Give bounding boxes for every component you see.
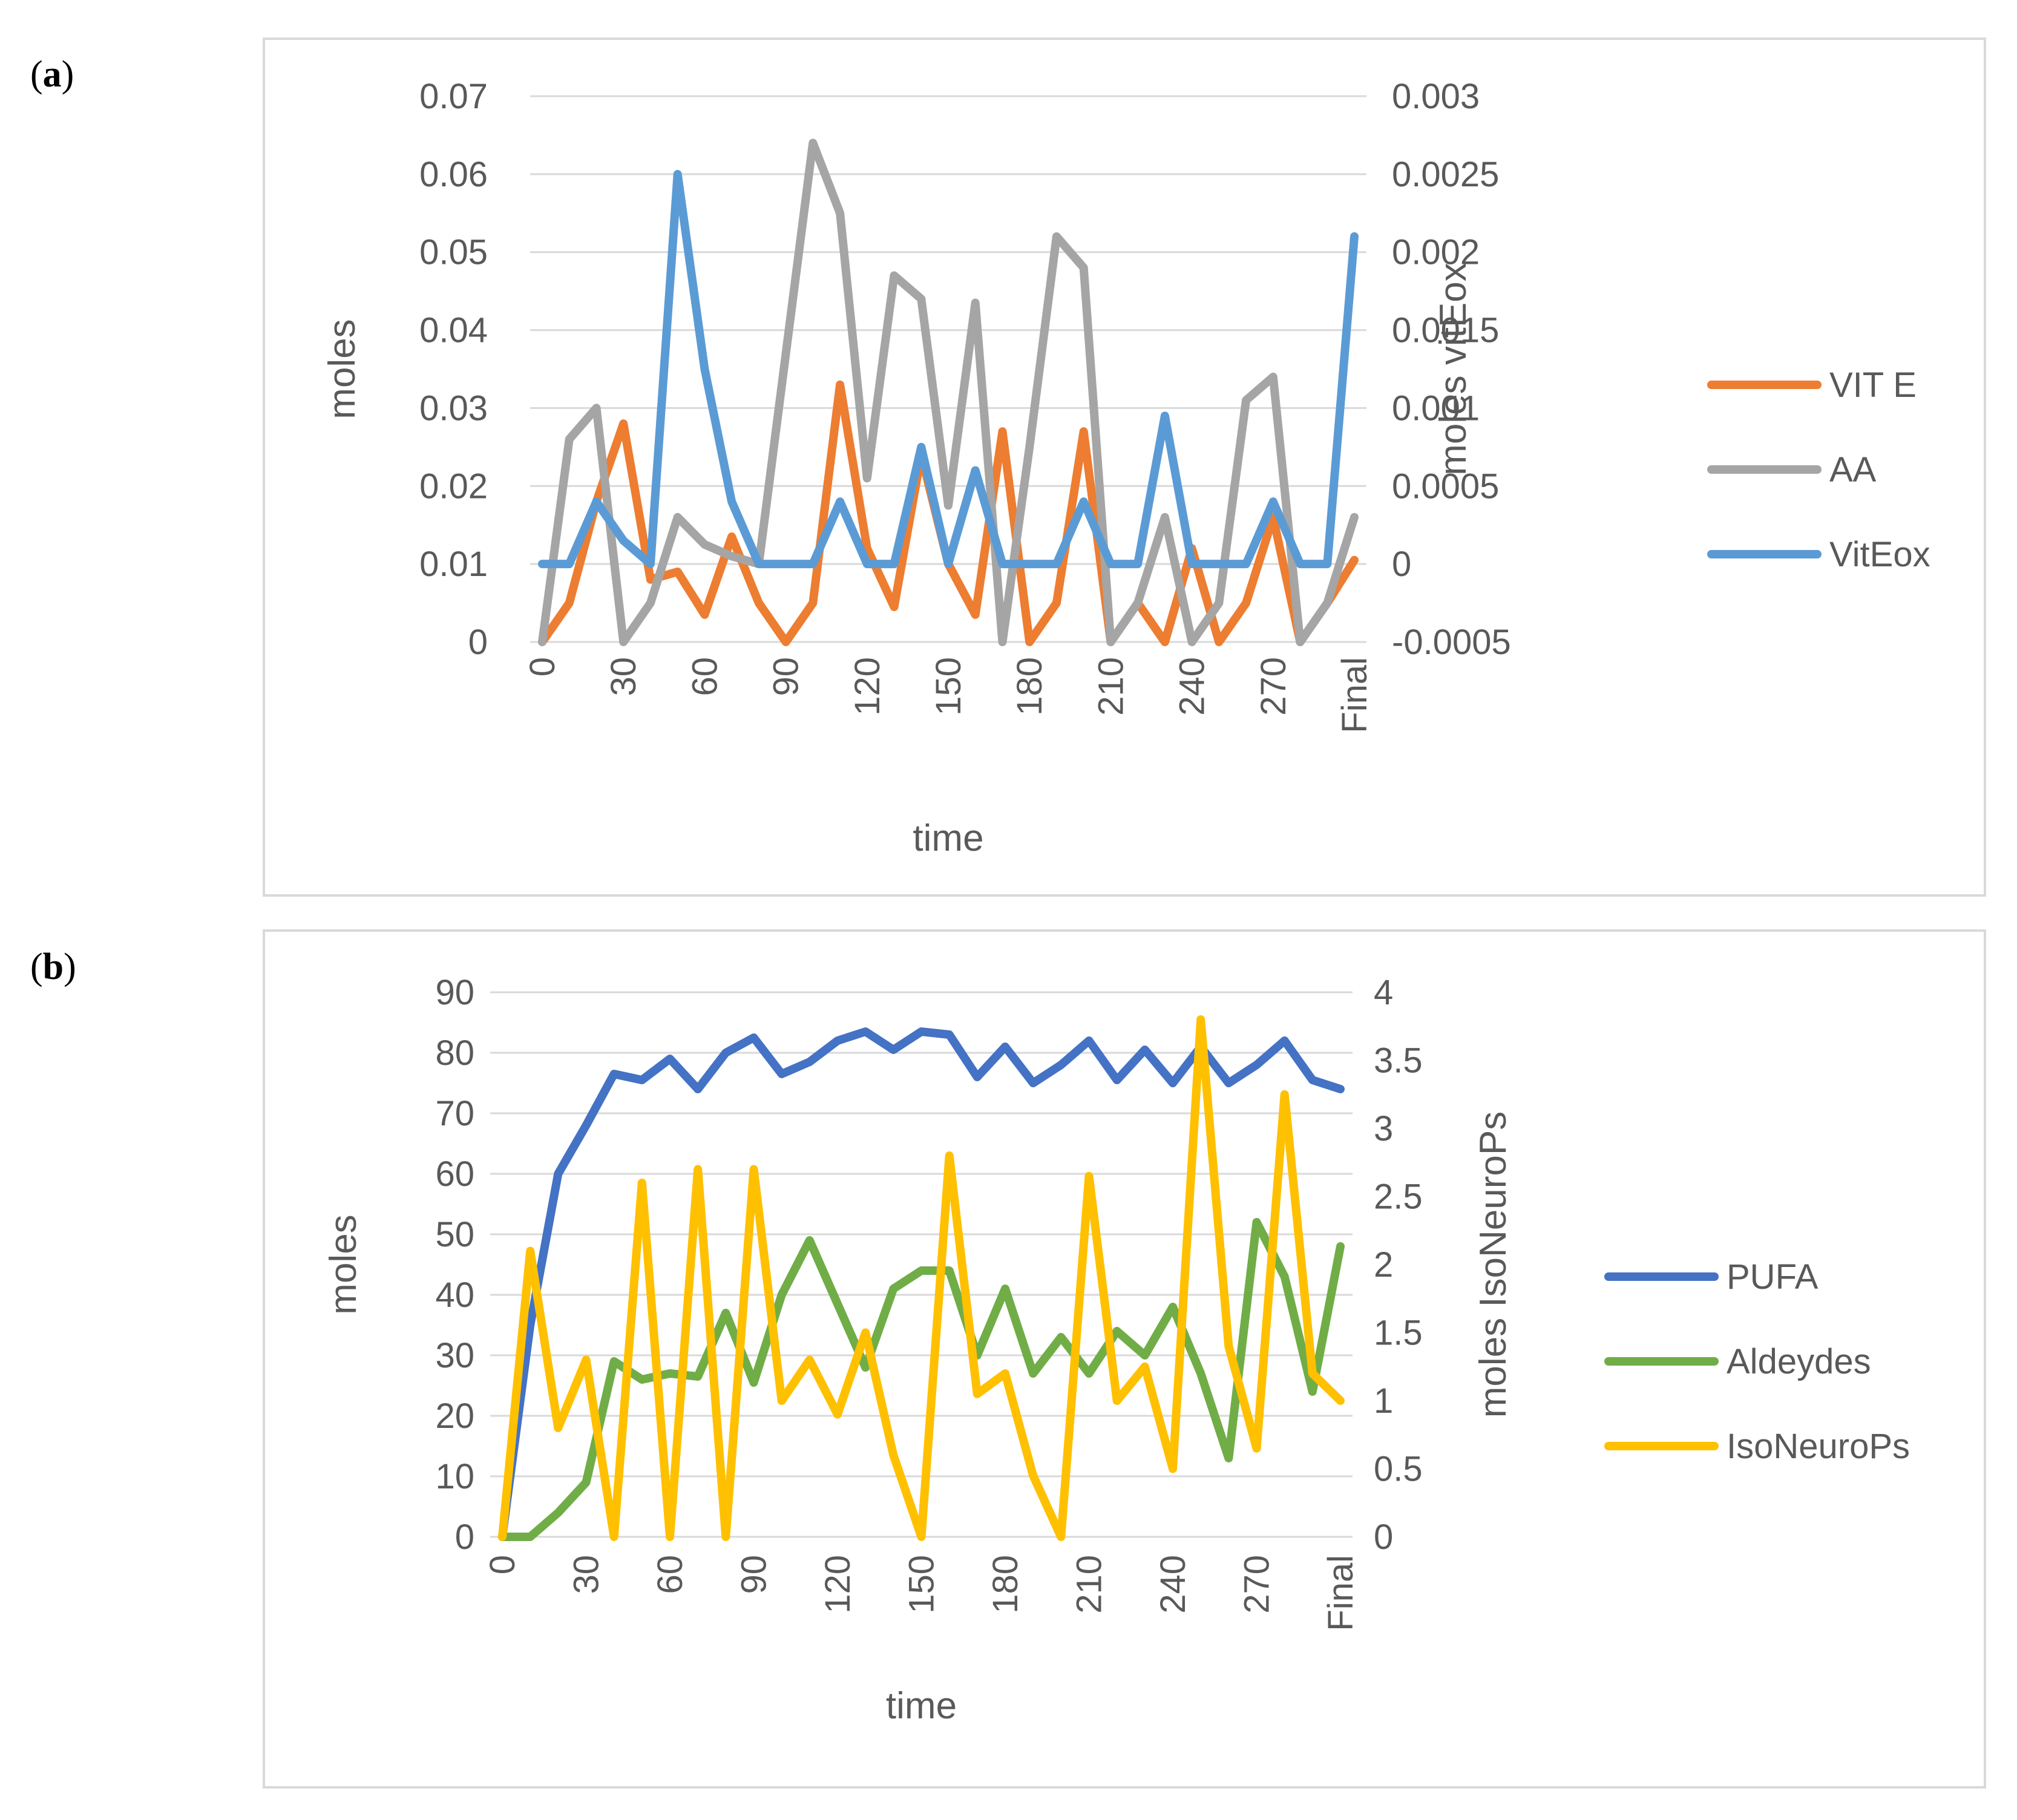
y-tick-label: 80 [435,1033,474,1073]
y2-tick-label: 1 [1374,1381,1393,1421]
legend-label: Aldeydes [1727,1342,1871,1381]
y2-tick-label: 3.5 [1374,1041,1423,1081]
x-axis-title: time [913,817,983,859]
y-axis-title: moles [323,1214,364,1314]
y-tick-label: 30 [435,1336,474,1375]
y-tick-label: 40 [435,1275,474,1315]
y-tick-label: 90 [435,973,474,1012]
y2-tick-label: 4 [1374,973,1393,1012]
x-tick-label: 120 [818,1555,858,1614]
x-tick-label: 30 [567,1555,606,1594]
x-tick-label: Final [1335,657,1374,733]
series-line-isoneurops [498,1015,1345,1541]
y2-tick-label: 0 [1392,545,1411,584]
y-axis-title: moles [321,319,363,419]
x-tick-label: 120 [848,657,887,716]
panel-label-b: (b) [30,946,76,987]
y-tick-label: 0.02 [419,466,488,506]
series-line-viteox [538,169,1359,569]
x-tick-label: 210 [1070,1555,1109,1614]
y-tick-label: 0 [455,1517,474,1557]
y-tick-label: 0.05 [419,233,488,272]
y2-tick-label: 0.003 [1392,77,1480,116]
x-tick-label: 270 [1238,1555,1277,1614]
y-tick-label: 50 [435,1215,474,1254]
y2-tick-label: 0.5 [1374,1450,1423,1489]
chart-b-frame: 0 10 20 30 40 50 60 70 80 90 0 0.5 1 1.5 2 2.5 3 3.5 4 0 30 6… [263,929,1986,1789]
series-line-aa [538,139,1359,646]
y2-axis-title: moles vitEox [1432,263,1474,475]
y-tick-label: 10 [435,1457,474,1496]
panel-label-a: (a) [30,54,74,95]
y-tick-label: 70 [435,1094,474,1133]
y-tick-label: 0.04 [419,311,488,350]
y-tick-label: 0.01 [419,545,488,584]
x-tick-label: 180 [986,1555,1025,1614]
y2-tick-label: 0.0015 [1392,311,1499,350]
legend-label: AA [1829,450,1877,489]
x-tick-label: 150 [929,657,968,716]
y2-tick-label: 3 [1374,1109,1393,1148]
y-tick-label: 0.03 [419,388,488,428]
y2-tick-label: 0.0025 [1392,155,1499,194]
x-tick-label: 240 [1173,657,1212,716]
y2-axis-title: moles IsoNeuroPs [1472,1111,1514,1418]
legend-label: VitEox [1829,535,1930,574]
x-tick-label: 240 [1153,1555,1193,1614]
y2-tick-label: 0.0005 [1392,466,1499,506]
series-line-pufa [498,1027,1345,1541]
y-tick-label: 0.06 [419,155,488,194]
series-line-aldeydes [498,1218,1345,1541]
y2-tick-label: 2 [1374,1245,1393,1285]
x-tick-label: 180 [1010,657,1049,716]
chart-a: 0 0.01 0.02 0.03 0.04 0.05 0.06 0.07 -0.0005 0 0.0… [321,77,1930,859]
y2-tick-label: -0.0005 [1392,623,1511,662]
x-tick-label: 90 [735,1555,774,1594]
x-tick-label: 90 [767,657,806,696]
y2-tick-label: 0.002 [1392,233,1480,272]
y2-tick-label: 2.5 [1374,1177,1423,1217]
legend-label: PUFA [1727,1257,1819,1297]
y2-tick-label: 1.5 [1374,1314,1423,1353]
y2-tick-label: 0 [1374,1517,1393,1557]
y-tick-label: 0.07 [419,77,488,116]
legend-label: IsoNeuroPs [1727,1427,1910,1466]
x-tick-label: 270 [1254,657,1293,716]
x-axis-title: time [886,1685,957,1727]
x-tick-label: 0 [523,657,562,676]
y-tick-label: 60 [435,1154,474,1194]
x-tick-label: 210 [1091,657,1130,716]
y2-tick-label: 0.001 [1392,388,1480,428]
x-tick-label: 60 [651,1555,690,1594]
x-tick-label: Final [1321,1555,1360,1631]
legend-label: VIT E [1829,365,1917,405]
x-tick-label: 150 [902,1555,942,1614]
y-tick-label: 20 [435,1396,474,1436]
y-tick-label: 0 [468,623,488,662]
x-tick-label: 30 [604,657,643,696]
x-tick-label: 60 [685,657,724,696]
x-tick-label: 0 [483,1555,522,1574]
chart-a-frame: 0 0.01 0.02 0.03 0.04 0.05 0.06 0.07 -0.0005 0 0.0… [263,38,1986,897]
